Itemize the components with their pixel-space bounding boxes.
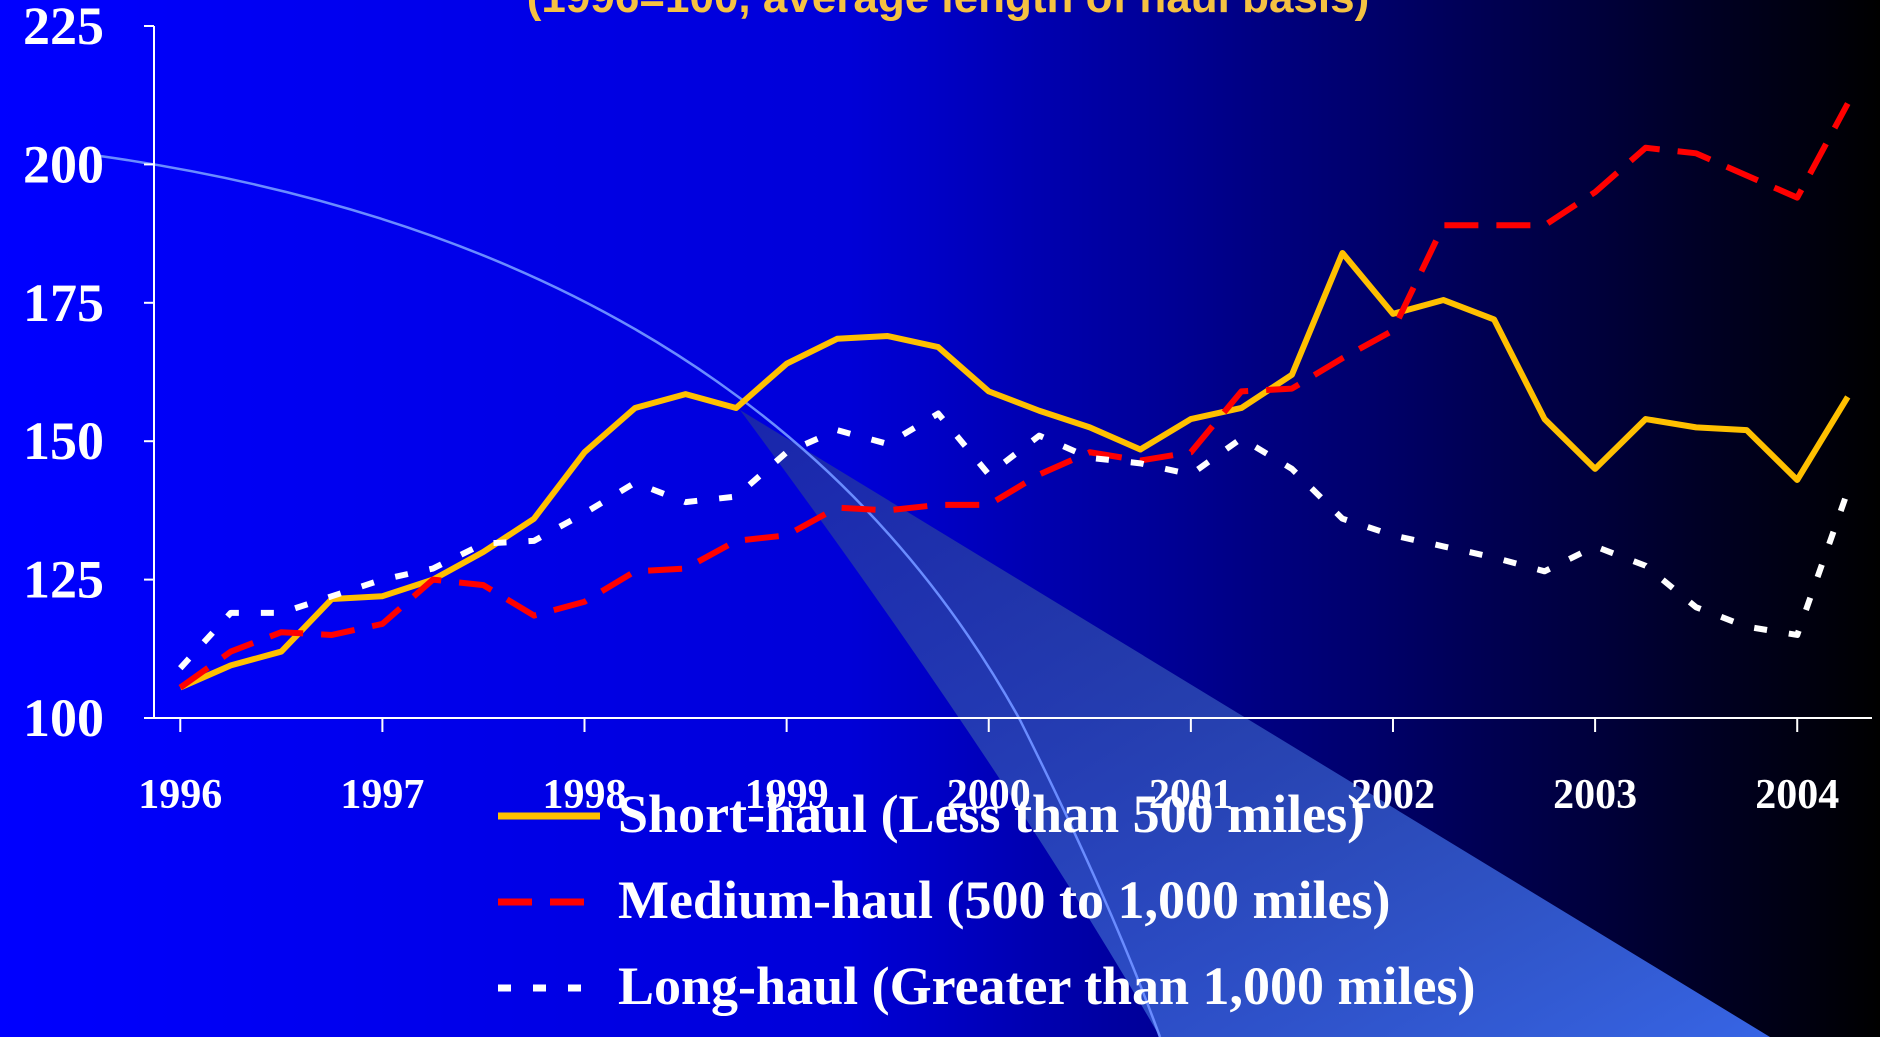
y-tick-label: 150 [23,411,104,471]
legend-label: Short-haul (Less than 500 miles) [618,784,1365,844]
y-tick-label: 125 [23,550,104,610]
y-tick-label: 200 [23,134,104,194]
decor-wedge [740,410,1770,1037]
y-tick-label: 225 [23,0,104,56]
series-line [178,410,1851,671]
series-line [179,249,1851,691]
x-tick-label: 1999 [745,772,829,818]
x-tick-label: 1996 [138,772,222,818]
x-tick-label: 2001 [1149,772,1233,818]
legend-label: Medium-haul (500 to 1,000 miles) [618,870,1390,930]
x-tick-label: 2004 [1755,772,1839,818]
x-tick-label: 1998 [543,772,627,818]
decor-arc [99,154,1162,1037]
x-tick-label: 1997 [340,772,424,818]
series-line [178,102,1851,690]
legend-label: Long-haul (Greater than 1,000 miles) [618,956,1476,1016]
y-tick-label: 175 [23,273,104,333]
chart-subtitle: (1996=100, average length of haul basis) [527,0,1369,22]
x-tick-label: 2000 [947,772,1031,818]
x-tick-label: 2003 [1553,772,1637,818]
x-tick-label: 2002 [1351,772,1435,818]
plot-area: 100 125 150 175 200 225 1996 1997 1998 1999 2000 20… [23,0,1872,1016]
y-tick-label: 100 [23,688,104,748]
